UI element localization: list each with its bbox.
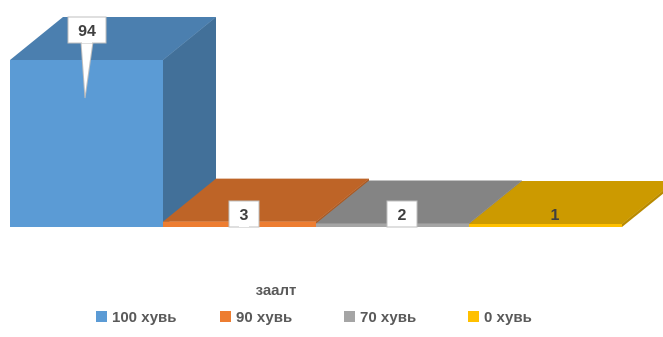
- data-label: 2: [386, 200, 418, 228]
- legend-swatch: [220, 311, 231, 322]
- legend: 100 хувь 90 хувь 70 хувь 0 хувь: [96, 309, 532, 326]
- bar-side-face: [622, 190, 663, 227]
- legend-item: 90 хувь: [220, 309, 292, 326]
- bar-front-face: [469, 224, 622, 227]
- legend-item: 0 хувь: [468, 309, 532, 326]
- legend-item: 70 хувь: [344, 309, 416, 326]
- legend-label: 100 хувь: [112, 309, 177, 326]
- bar-top-face: [10, 17, 216, 60]
- data-labels-layer: 94 3 2 1: [67, 16, 560, 228]
- legend-swatch: [96, 311, 107, 322]
- x-axis-category-label: заалт: [256, 282, 297, 299]
- data-label-box: [228, 200, 260, 228]
- legend-item: 100 хувь: [96, 309, 177, 326]
- legend-swatch: [468, 311, 479, 322]
- data-label-value: 3: [240, 207, 249, 224]
- legend-label: 70 хувь: [360, 309, 416, 326]
- legend-label: 0 хувь: [484, 309, 532, 326]
- data-label: 1: [551, 207, 560, 224]
- bars-layer: [10, 17, 663, 227]
- bar-top-face: [469, 181, 663, 224]
- data-label-value: 94: [78, 23, 96, 40]
- legend-label: 90 хувь: [236, 309, 292, 326]
- data-label: 94: [67, 16, 107, 99]
- bar-top-face: [163, 178, 369, 222]
- bar-0-хувь: [469, 181, 663, 227]
- bar-100-хувь: [10, 17, 216, 227]
- bar-top-face: [316, 180, 522, 224]
- data-label-value: 2: [398, 207, 407, 224]
- data-label-box: [386, 200, 418, 228]
- bar-side-face: [163, 17, 216, 227]
- data-label: 3: [228, 200, 260, 228]
- legend-swatch: [344, 311, 355, 322]
- data-label-value: 1: [551, 207, 560, 224]
